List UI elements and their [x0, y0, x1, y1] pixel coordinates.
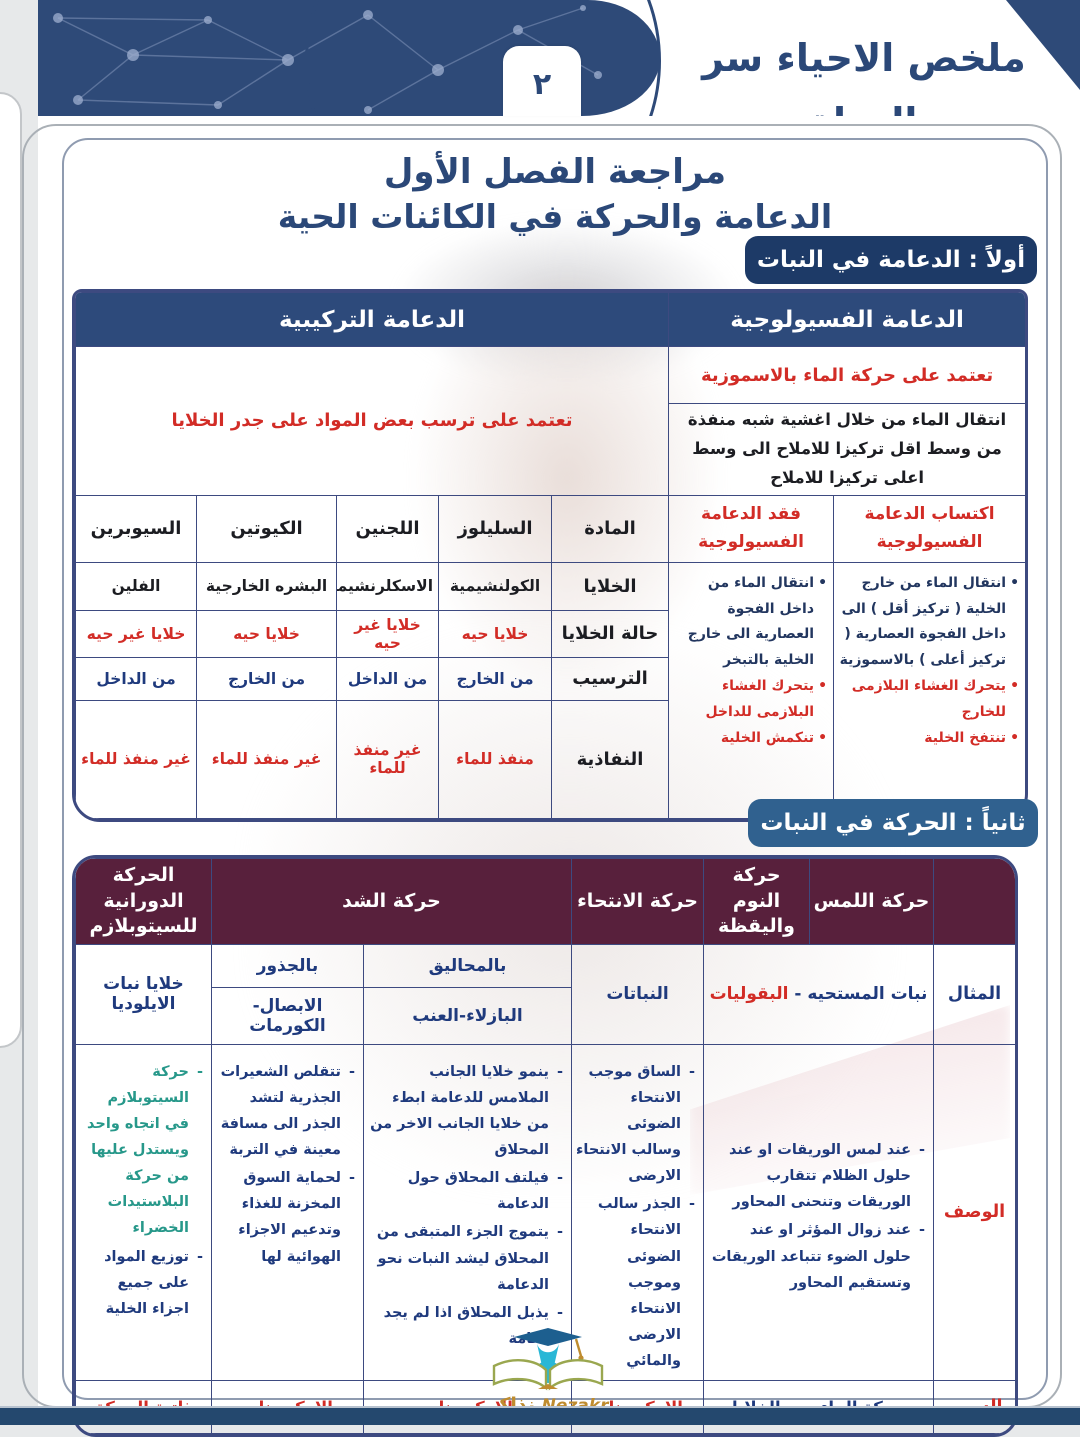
sleep-wake-movement-header: حركة النوم واليقظة [703, 858, 810, 945]
stacked-page-edge [0, 92, 22, 1048]
loss-point: يتحرك الغشاء البلازمى للداخل [673, 674, 827, 726]
state-cell: خلايا غير حيه [336, 609, 440, 658]
material-lignin: اللجنين [336, 494, 440, 563]
tendrils-example: البازلاء-العنب [363, 986, 572, 1045]
row-label-example: المثال [933, 943, 1015, 1045]
touch-sleep-description-cell: عند لمس الوريقات او عند حلول الظلام تتقا… [703, 1043, 934, 1382]
tendrils-description: فيلتف المحلاق حول الدعامة [368, 1165, 563, 1217]
roots-description-cell: تتقلص الشعيرات الجذرية لتشد الجذر الى مس… [211, 1043, 364, 1382]
banner-title: ملخص الاحياء سر الحياة [702, 36, 1026, 116]
roots-description: لحماية السوق المخزنة للغذاء وتدعيم الاجز… [216, 1165, 355, 1269]
touch-sleep-description: عند زوال المؤثر او عند حلول الضوء تتباعد… [708, 1217, 925, 1295]
document-title: مراجعة الفصل الأول الدعامة والحركة في ال… [110, 150, 1000, 240]
support-table: الدعامة الفسيولوجية الدعامة التركيبية تع… [72, 289, 1028, 822]
contraction-movement-header: حركة الشد [211, 858, 572, 945]
deposition-cell: من الداخل [75, 656, 198, 701]
state-cell: خلايا غير حيه [75, 609, 198, 658]
rotation-example: خلايا نبات الايلوديا [75, 943, 212, 1045]
row-label-permeability: النفاذية [551, 699, 670, 819]
section2-badge: ثانياً : الحركة في النبات [748, 799, 1038, 847]
rotation-description-green: حركة السيتوبلازم في اتجاه واحد ويستدل عل… [80, 1059, 203, 1242]
cells-collenchyma: الكولنشيمية [438, 561, 553, 611]
rotation-description-cell: حركة السيتوبلازم في اتجاه واحد ويستدل عل… [75, 1043, 212, 1382]
tropism-description: الساق موجب الانتحاء الضوئى وسالب الانتحا… [576, 1059, 695, 1189]
row-label-deposition: الترسيب [551, 656, 670, 701]
tendrils-description: يتموج الجزء المتبقى من المحلاق ليشد النب… [368, 1219, 563, 1297]
loss-points-cell: انتقال الماء من داخل الفجوة العصارية الى… [668, 561, 835, 819]
tropism-example: النباتات [571, 943, 704, 1045]
roots-description: تتقلص الشعيرات الجذرية لتشد الجذر الى مس… [216, 1059, 355, 1163]
tendrils-subheader: بالمحاليق [363, 943, 572, 988]
touch-sleep-example: نبات المستحيه - [794, 984, 928, 1005]
permeability-cell: غير منفذ للماء [336, 699, 440, 819]
tendrils-description: ينمو خلايا الجانب الملامس للدعامة ابطء م… [368, 1059, 563, 1163]
cells-epidermis: البشره الخارجية [196, 561, 338, 611]
bottom-bar [0, 1406, 1080, 1425]
gain-point: انتقال الماء من خارج الخلية ( تركيز أقل … [838, 571, 1019, 675]
struct-intro-cell: تعتمد على ترسب بعض المواد على جدر الخلاي… [75, 346, 670, 496]
permeability-cell: غير منفذ للماء [75, 699, 198, 819]
loss-point: تنكمش الخلية [673, 726, 827, 752]
roots-subheader: بالجذور [211, 943, 364, 988]
corner-header-cell [933, 858, 1015, 945]
permeability-cell: غير منفذ للماء [196, 699, 338, 819]
section1-badge: أولاً : الدعامة في النبات [745, 236, 1037, 284]
loss-point: انتقال الماء من داخل الفجوة العصارية الى… [673, 571, 827, 675]
row-label-cells: الخلايا [551, 561, 670, 611]
touch-movement-header: حركة اللمس [809, 858, 934, 945]
physio-intro-cell: تعتمد على حركة الماء بالاسموزية [668, 346, 1025, 404]
title-line-1: مراجعة الفصل الأول [383, 152, 727, 192]
touch-sleep-example-cell: نبات المستحيه - البقوليات [703, 943, 934, 1045]
gain-points-cell: انتقال الماء من خارج الخلية ( تركيز أقل … [833, 561, 1025, 819]
tropism-description: الجذر سالب الانتحاء الضوئى وموجب الانتحا… [576, 1191, 695, 1374]
banner-crescent-arc [305, 0, 661, 116]
physiological-support-header: الدعامة الفسيولوجية [668, 292, 1025, 347]
cells-cork: الفلين [75, 561, 198, 611]
gain-point: يتحرك الغشاء البلازمى للخارج [838, 674, 1019, 726]
deposition-cell: من الخارج [196, 656, 338, 701]
loss-support-header: فقد الدعامة الفسيولوجية [668, 494, 835, 563]
material-cellulose: السليلوز [438, 494, 553, 563]
row-label-state: حالة الخلايا [551, 609, 670, 658]
permeability-cell: منفذ للماء [438, 699, 553, 819]
title-line-2: الدعامة والحركة في الكائنات الحية [277, 197, 833, 236]
deposition-cell: من الخارج [438, 656, 553, 701]
material-suberin: السيوبرين [75, 494, 198, 563]
row-label-description: الوصف [933, 1043, 1015, 1382]
cells-sclerenchyma: الاسكلرنشيمية [336, 561, 440, 611]
roots-example: الابصال- الكورمات [211, 986, 364, 1045]
rotation-description-blue: توزيع المواد على جميع اجزاء الخلية [80, 1244, 203, 1322]
graduate-book-icon [492, 1328, 604, 1391]
state-cell: خلايا حيه [196, 609, 338, 658]
page-number-tab: ٢ [503, 46, 581, 116]
physio-definition-cell: انتقال الماء من خلال اغشية شبه منفذة من … [668, 403, 1025, 496]
material-cutin: الكيوتين [196, 494, 338, 563]
tropism-movement-header: حركة الانتحاء [571, 858, 704, 945]
gain-point: تنتفخ الخلية [838, 726, 1019, 752]
cytoplasm-rotation-header: الحركة الدورانية للسيتوبلازم [75, 858, 212, 945]
touch-sleep-example-highlight: البقوليات [709, 984, 789, 1005]
deposition-cell: من الداخل [336, 656, 440, 701]
watermark-logo: Nezakr نذاكر [478, 1326, 618, 1422]
gain-support-header: اكتساب الدعامة الفسيولوجية [833, 494, 1025, 563]
state-cell: خلايا حيه [438, 609, 553, 658]
touch-sleep-description: عند لمس الوريقات او عند حلول الظلام تتقا… [708, 1137, 925, 1215]
structural-support-header: الدعامة التركيبية [75, 292, 670, 347]
row-label-material: المادة [551, 494, 670, 563]
